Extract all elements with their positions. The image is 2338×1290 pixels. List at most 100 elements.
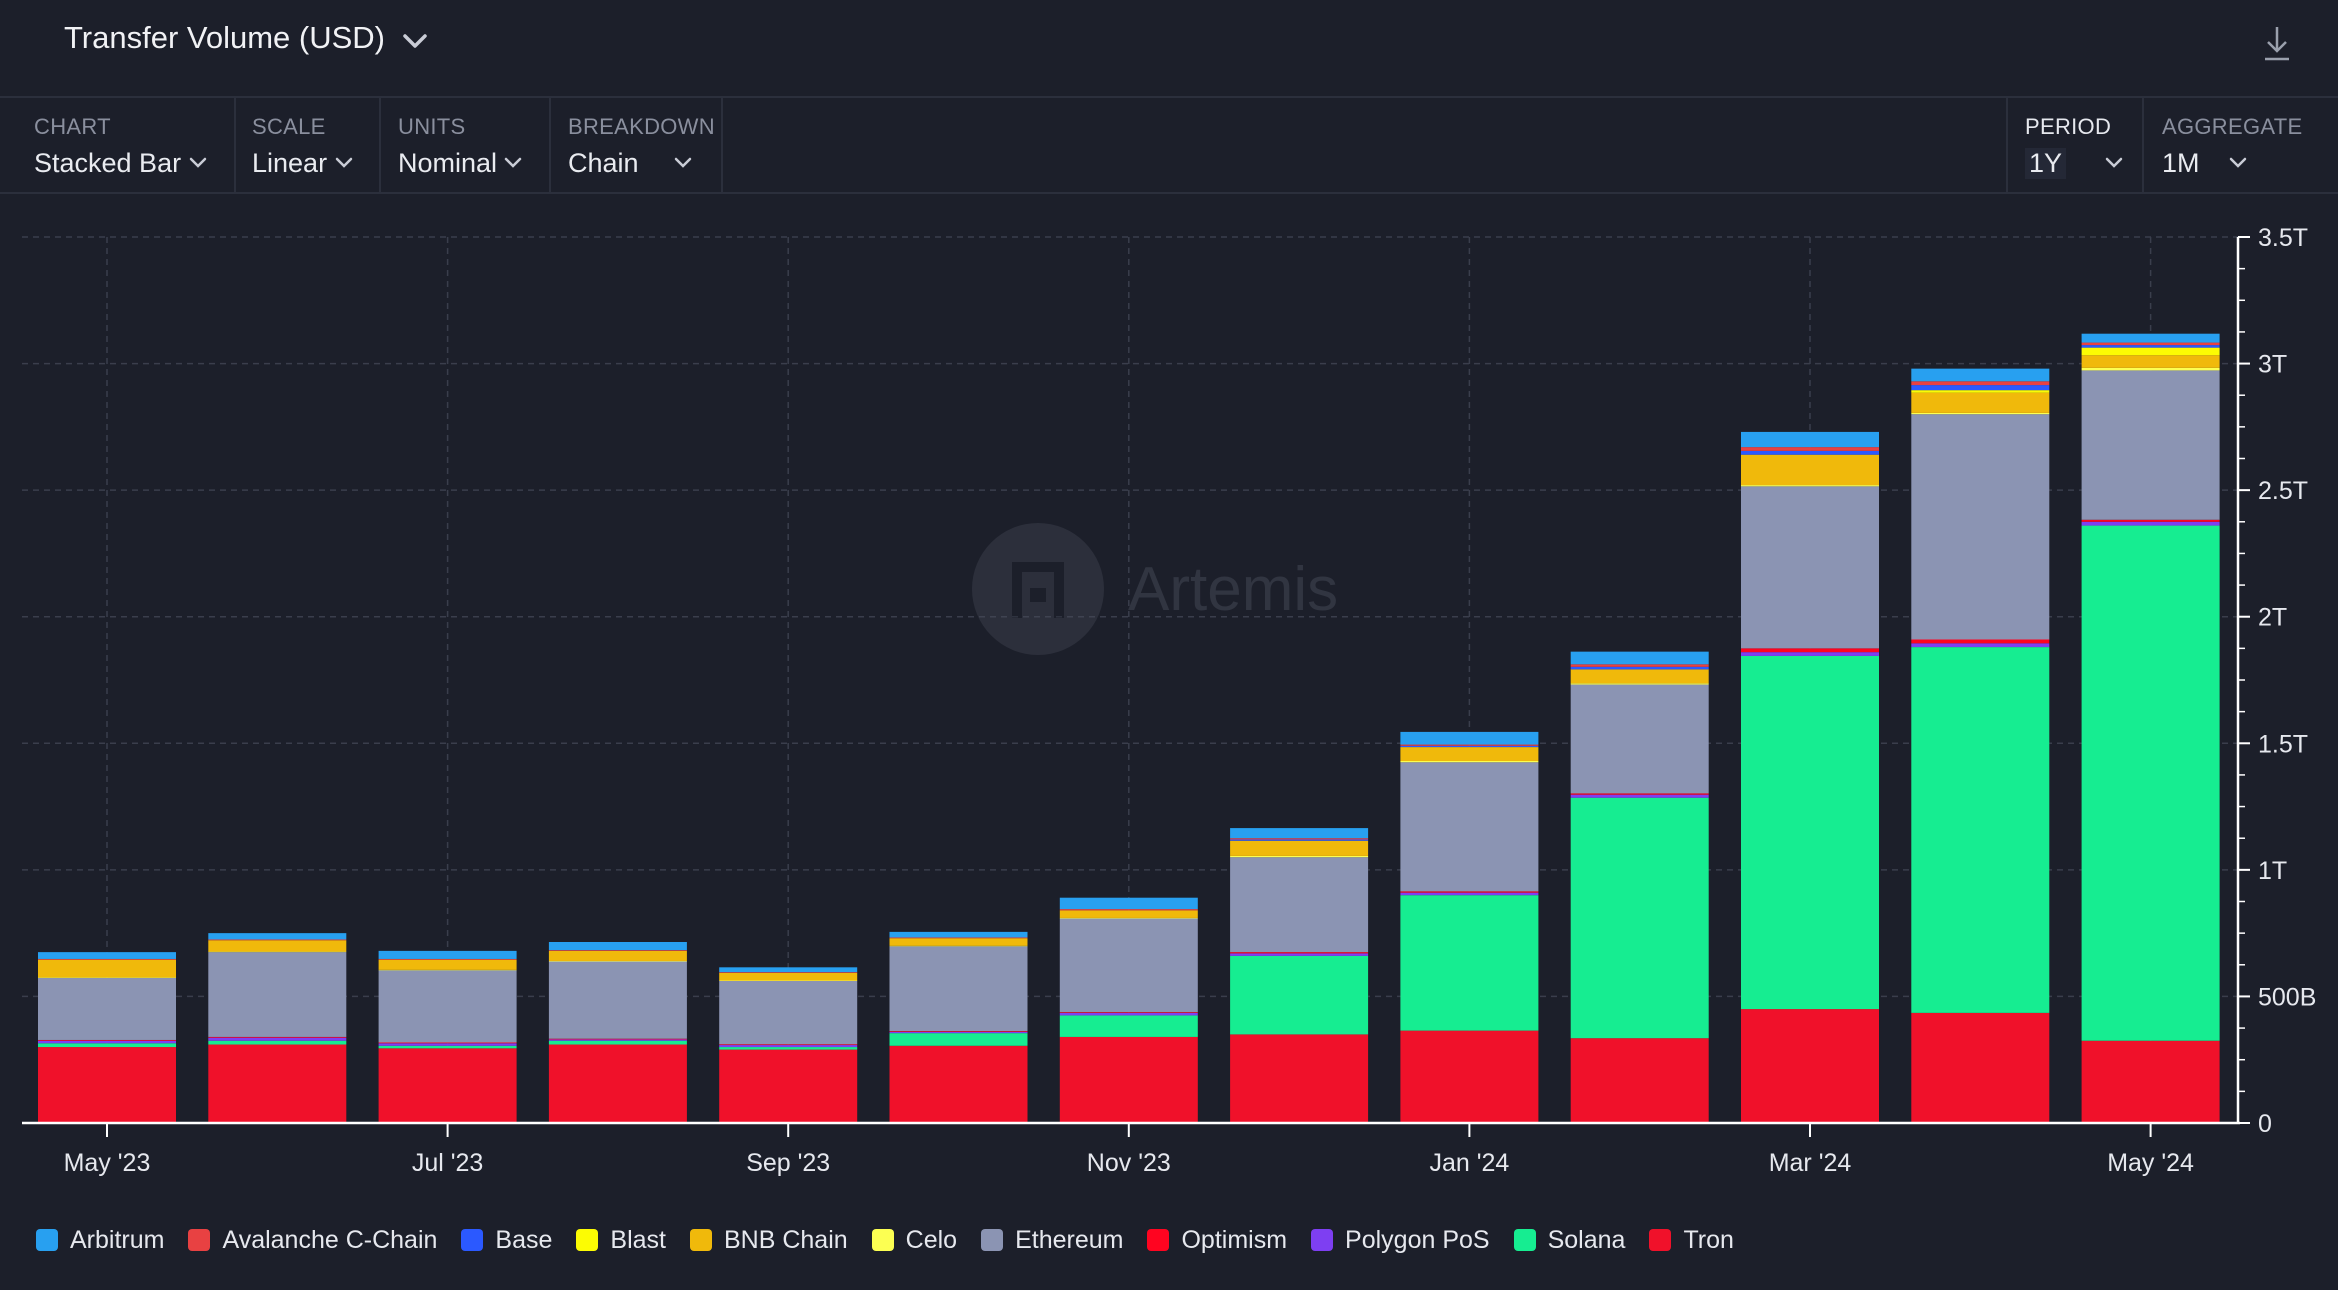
legend-item[interactable]: Arbitrum <box>36 1226 164 1255</box>
bar-segment[interactable] <box>208 939 347 941</box>
bar-segment[interactable] <box>719 1047 858 1050</box>
bar-segment[interactable] <box>2081 355 2220 368</box>
bar-segment[interactable] <box>1400 895 1539 1031</box>
bar-segment[interactable] <box>1059 897 1198 910</box>
bar-segment[interactable] <box>548 1044 687 1123</box>
bar-segment[interactable] <box>38 952 176 959</box>
bar-segment[interactable] <box>1570 664 1709 667</box>
bar-segment[interactable] <box>1741 486 1879 649</box>
bar-segment[interactable] <box>1741 1009 1879 1123</box>
scale-select[interactable]: SCALE Linear <box>236 98 381 192</box>
bar-segment[interactable] <box>1059 917 1198 919</box>
bar-segment[interactable] <box>1570 666 1709 670</box>
bar-segment[interactable] <box>1570 683 1709 685</box>
bar-segment[interactable] <box>1911 392 2050 413</box>
bar-segment[interactable] <box>378 950 517 959</box>
bar-segment[interactable] <box>1230 955 1369 1035</box>
bar-segment[interactable] <box>1911 412 2050 415</box>
bar-segment[interactable] <box>1911 647 2050 1013</box>
bar-segment[interactable] <box>378 969 517 971</box>
bar-segment[interactable] <box>1400 731 1539 745</box>
bar-segment[interactable] <box>208 952 347 1037</box>
bar-segment[interactable] <box>1741 485 1879 487</box>
bar-segment[interactable] <box>38 977 176 978</box>
bar-segment[interactable] <box>1230 1034 1369 1123</box>
bar-segment[interactable] <box>1741 450 1879 455</box>
bar-stack[interactable] <box>2081 333 2220 1123</box>
bar-segment[interactable] <box>548 1038 687 1040</box>
bar-segment[interactable] <box>1230 952 1369 954</box>
bar-stack[interactable] <box>208 933 347 1123</box>
download-icon[interactable] <box>2260 24 2294 64</box>
bar-segment[interactable] <box>378 958 517 960</box>
bar-segment[interactable] <box>2081 521 2220 526</box>
legend-item[interactable]: Solana <box>1513 1226 1625 1255</box>
bar-segment[interactable] <box>1911 1012 2050 1123</box>
bar-segment[interactable] <box>548 950 687 951</box>
bar-segment[interactable] <box>38 959 176 978</box>
bar-segment[interactable] <box>889 938 1028 946</box>
bar-segment[interactable] <box>38 958 176 960</box>
bar-segment[interactable] <box>1400 1030 1539 1123</box>
bar-segment[interactable] <box>208 951 347 953</box>
bar-segment[interactable] <box>2081 519 2220 522</box>
bar-segment[interactable] <box>1400 762 1539 892</box>
legend-item[interactable]: Avalanche C-Chain <box>188 1226 437 1255</box>
bar-segment[interactable] <box>889 1033 1028 1046</box>
bar-segment[interactable] <box>1400 744 1539 746</box>
bar-segment[interactable] <box>1400 761 1539 763</box>
bar-segment[interactable] <box>719 1044 858 1046</box>
bar-segment[interactable] <box>1570 684 1709 794</box>
bar-segment[interactable] <box>1059 1012 1198 1013</box>
bar-segment[interactable] <box>1570 797 1709 1039</box>
legend-item[interactable]: Tron <box>1649 1226 1734 1255</box>
bar-segment[interactable] <box>1570 1038 1709 1123</box>
bar-segment[interactable] <box>38 1047 176 1123</box>
bar-segment[interactable] <box>2081 370 2220 520</box>
bar-segment[interactable] <box>548 960 687 962</box>
bar-segment[interactable] <box>1570 651 1709 665</box>
bar-segment[interactable] <box>2081 525 2220 1041</box>
bar-segment[interactable] <box>1741 447 1879 451</box>
bar-segment[interactable] <box>378 1045 517 1049</box>
bar-segment[interactable] <box>889 931 1028 938</box>
bar-segment[interactable] <box>889 1045 1028 1123</box>
bar-stack[interactable] <box>1911 368 2050 1123</box>
bar-segment[interactable] <box>1911 639 2050 644</box>
bar-stack[interactable] <box>719 967 858 1123</box>
bar-segment[interactable] <box>208 940 347 952</box>
bar-segment[interactable] <box>1741 652 1879 656</box>
bar-segment[interactable] <box>1230 838 1369 840</box>
legend-item[interactable]: Celo <box>871 1226 957 1255</box>
bar-segment[interactable] <box>2081 345 2220 348</box>
bar-stack[interactable] <box>1570 651 1709 1123</box>
bar-segment[interactable] <box>548 1039 687 1041</box>
bar-segment[interactable] <box>1230 839 1369 841</box>
bar-segment[interactable] <box>1059 1012 1198 1016</box>
bar-segment[interactable] <box>1230 855 1369 858</box>
legend-item[interactable]: Base <box>461 1226 552 1255</box>
bar-segment[interactable] <box>2081 333 2220 343</box>
legend-item[interactable]: Blast <box>576 1226 666 1255</box>
bar-segment[interactable] <box>1059 918 1198 1013</box>
bar-segment[interactable] <box>719 972 858 981</box>
title-chevron-down-icon[interactable] <box>398 24 432 58</box>
bar-segment[interactable] <box>38 1040 176 1044</box>
legend-item[interactable]: Optimism <box>1147 1226 1287 1255</box>
bar-segment[interactable] <box>1911 390 2050 393</box>
bar-segment[interactable] <box>208 1044 347 1123</box>
bar-segment[interactable] <box>548 950 687 961</box>
chart-title[interactable]: Transfer Volume (USD) <box>64 20 385 55</box>
bar-stack[interactable] <box>548 942 687 1123</box>
bar-stack[interactable] <box>1400 731 1539 1123</box>
bar-segment[interactable] <box>1230 857 1369 953</box>
bar-stack[interactable] <box>378 950 517 1123</box>
bar-segment[interactable] <box>2081 1040 2220 1123</box>
bar-segment[interactable] <box>889 1031 1028 1034</box>
bar-segment[interactable] <box>378 959 517 970</box>
bar-segment[interactable] <box>1400 891 1539 893</box>
bar-segment[interactable] <box>1059 1036 1198 1123</box>
bar-segment[interactable] <box>719 967 858 973</box>
bar-segment[interactable] <box>1230 828 1369 839</box>
bar-segment[interactable] <box>38 1043 176 1048</box>
